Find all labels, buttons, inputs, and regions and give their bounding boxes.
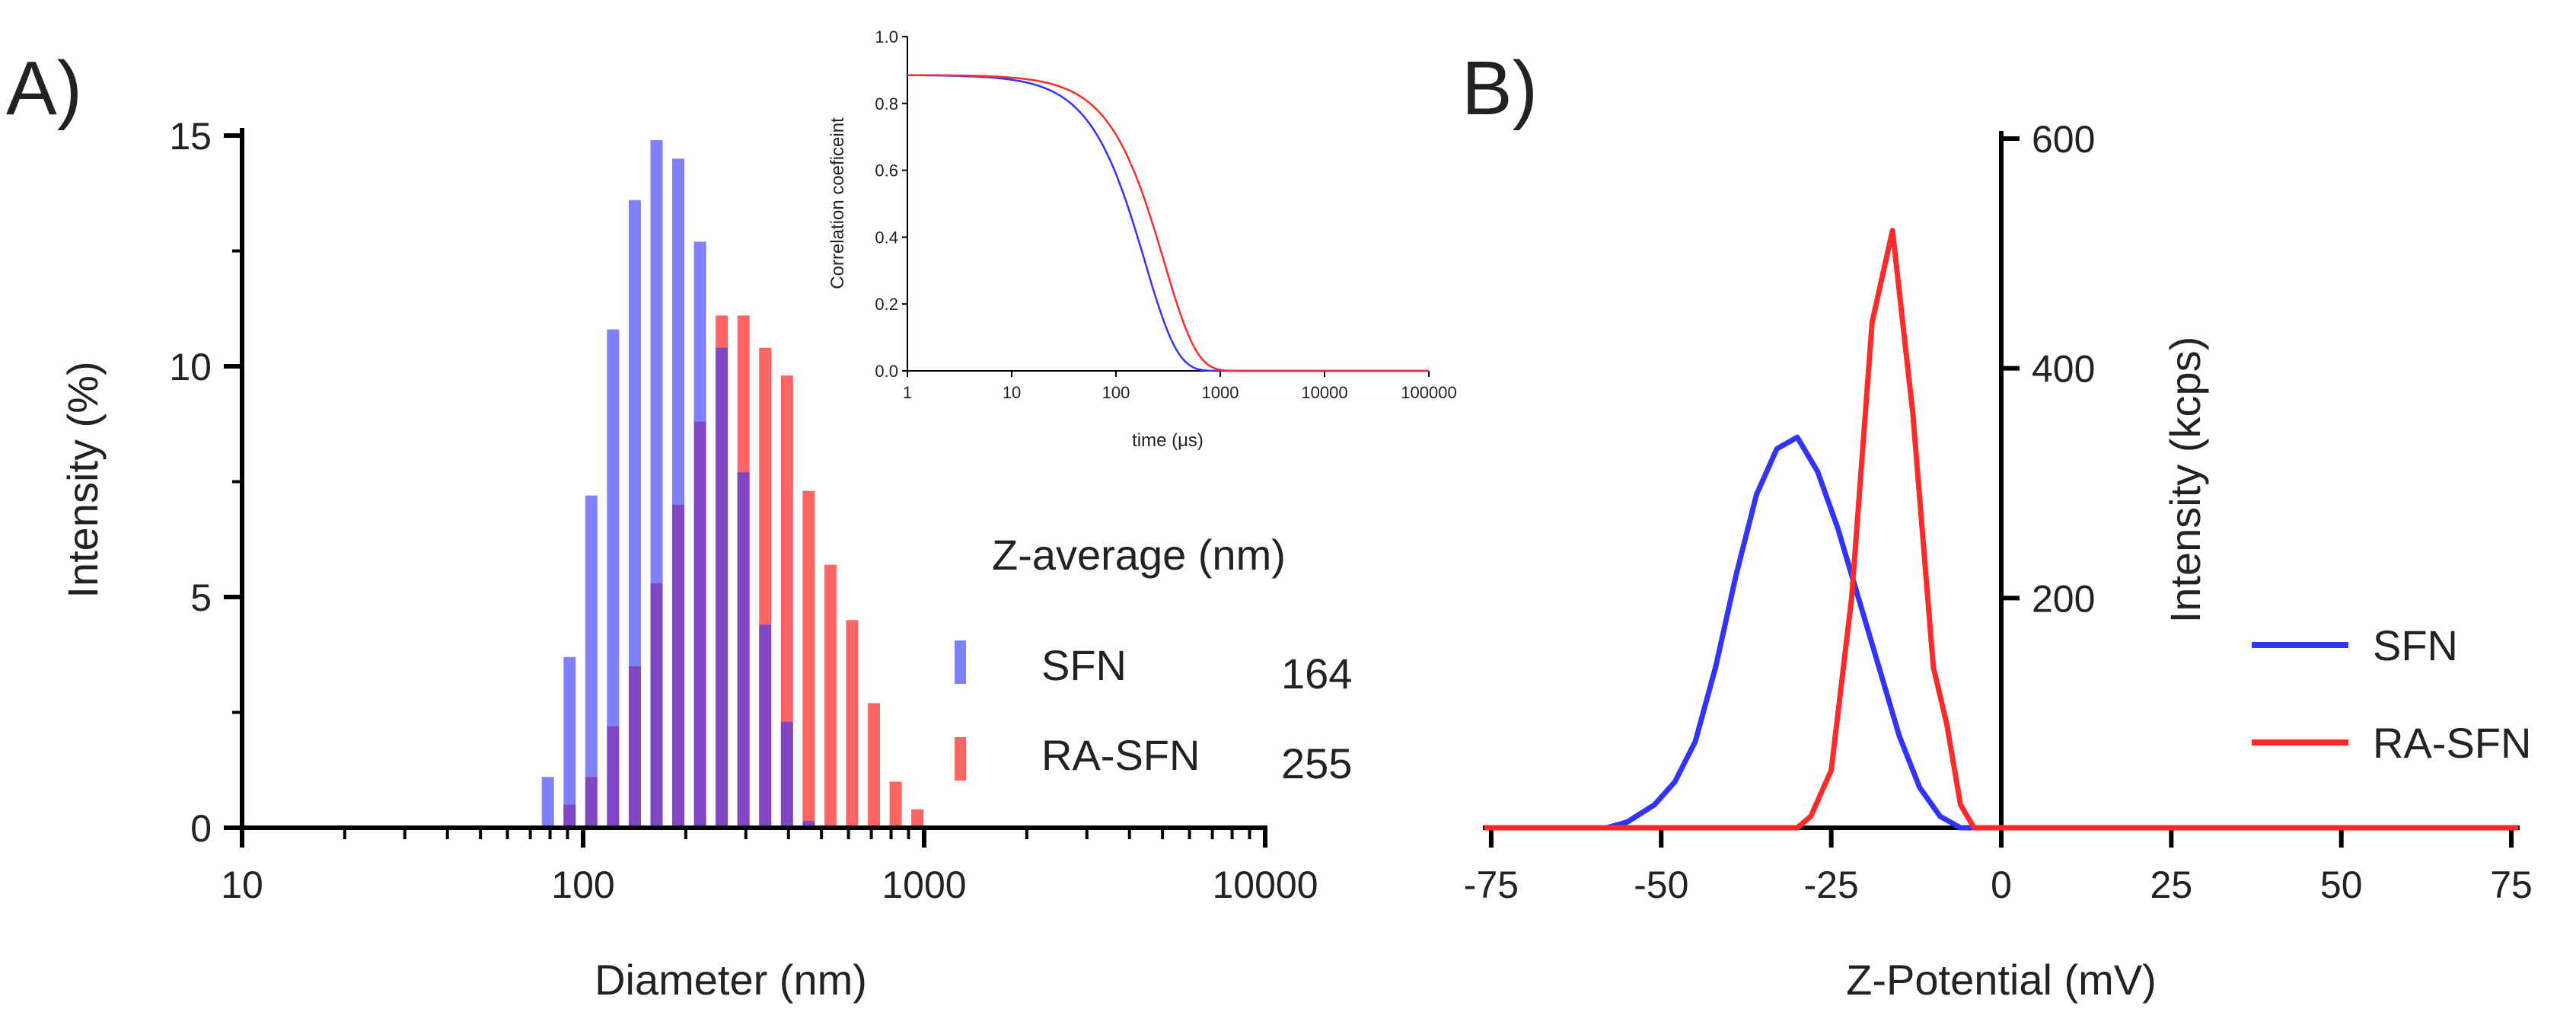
- bar-ra-sfn: [911, 809, 924, 828]
- chart-b-legend-label-sfn: SFN: [2373, 621, 2458, 669]
- inset-y-tick-label: 0.0: [875, 362, 898, 381]
- inset-y-tick-label: 1.0: [875, 27, 898, 46]
- bar-sfn: [737, 472, 750, 828]
- bar-ra-sfn: [824, 564, 837, 828]
- bar-ra-sfn: [846, 620, 859, 828]
- chart-a-x-ticks: 10 100 1000 10000: [221, 828, 1318, 906]
- inset-line-ra-sfn: [907, 74, 1429, 372]
- line-sfn: [1484, 434, 2518, 831]
- inset-x-tick-label: 1: [903, 383, 912, 402]
- chart-a-inset-y-label: Correlation coeficeint: [827, 117, 848, 289]
- bar-sfn: [541, 777, 554, 828]
- x-tick-label: 75: [2490, 864, 2533, 906]
- chart-a-legend-value-sfn: 164: [1281, 650, 1352, 698]
- y-tick-label: 0: [190, 807, 212, 850]
- x-tick-label: -50: [1634, 864, 1688, 906]
- y-tick-label: 200: [2032, 577, 2095, 620]
- chart-b-y-ticks: 200 400 600: [2001, 118, 2095, 830]
- bar-sfn: [802, 820, 815, 828]
- chart-a-x-label: Diameter (nm): [595, 956, 867, 1004]
- bar-sfn: [650, 140, 663, 828]
- chart-b: -75 -50 -25 0 25 50 75 200 400 600 Z-Potential (…: [1464, 118, 2533, 1004]
- chart-a-inset-lines: [907, 74, 1429, 372]
- y-tick-label: 10: [169, 346, 212, 388]
- chart-a-inset-y-ticks: 0.0 0.2 0.4 0.6 0.8 1.0: [875, 27, 907, 381]
- bar-sfn: [585, 495, 598, 828]
- chart-a-inset-x-ticks: 1 10 100 1000 10000 100000: [903, 371, 1457, 402]
- bar-ra-sfn: [868, 703, 881, 828]
- y-tick-label: 400: [2032, 348, 2095, 391]
- chart-a-legend-label-ra-sfn: RA-SFN: [1041, 731, 1200, 779]
- y-tick-label: 15: [169, 115, 212, 158]
- x-tick-label: 50: [2320, 864, 2363, 906]
- bar-ra-sfn: [889, 781, 902, 828]
- inset-y-tick-label: 0.2: [875, 295, 898, 314]
- panel-label-b: B): [1462, 46, 1538, 131]
- chart-a-inset-background: [906, 29, 1431, 372]
- x-tick-label: 10: [221, 864, 263, 906]
- chart-b-legend: SFN RA-SFN: [2252, 621, 2531, 767]
- bar-sfn: [759, 624, 772, 828]
- chart-a-inset: 0.0 0.2 0.4 0.6 0.8 1.0 1 10 100 1000 10000 100000…: [827, 27, 1457, 451]
- bar-sfn: [671, 158, 684, 829]
- x-tick-label: 10000: [1212, 864, 1318, 906]
- chart-a: 0 5 10 15 10 100 1000 10000 Diameter (nm) Inte…: [59, 115, 1352, 1004]
- chart-a-legend-value-ra-sfn: 255: [1281, 739, 1352, 787]
- line-ra-sfn: [1484, 228, 2518, 831]
- inset-y-tick-label: 0.4: [875, 228, 898, 247]
- bar-sfn: [563, 656, 576, 828]
- x-tick-label: 25: [2150, 864, 2193, 906]
- chart-b-x-ticks: -75 -50 -25 0 25 50 75: [1464, 828, 2533, 906]
- chart-a-legend-title: Z-average (nm): [992, 531, 1286, 579]
- chart-a-inset-x-label: time (μs): [1132, 430, 1204, 451]
- x-tick-label: -75: [1464, 864, 1519, 906]
- bar-sfn: [628, 200, 641, 829]
- bar-ra-sfn: [780, 375, 793, 828]
- bar-ra-sfn: [802, 490, 815, 828]
- y-tick-label: 5: [190, 576, 212, 619]
- x-tick-label: 100: [551, 864, 614, 906]
- chart-b-x-label: Z-Potential (mV): [1846, 956, 2157, 1004]
- chart-a-bars: [541, 140, 924, 829]
- y-tick-label: 600: [2032, 118, 2095, 161]
- inset-y-tick-label: 0.6: [875, 161, 898, 180]
- inset-y-tick-label: 0.8: [875, 94, 898, 113]
- inset-x-tick-label: 1000: [1202, 383, 1239, 402]
- chart-b-lines: [1484, 228, 2518, 831]
- bar-sfn: [780, 721, 793, 828]
- x-tick-label: 1000: [882, 864, 966, 906]
- chart-a-legend-swatch-sfn: [955, 640, 966, 684]
- x-tick-label: -25: [1804, 864, 1859, 906]
- chart-a-legend-swatch-ra-sfn: [955, 737, 966, 781]
- inset-x-tick-label: 10000: [1301, 383, 1347, 402]
- bar-sfn: [716, 347, 728, 828]
- chart-b-y-label: Intensity (kcps): [2161, 337, 2209, 624]
- chart-a-y-label: Intensity (%): [59, 361, 107, 598]
- chart-a-y-ticks: 0 5 10 15: [169, 115, 242, 850]
- bar-sfn: [607, 329, 620, 828]
- bar-sfn: [693, 241, 706, 828]
- chart-a-legend: Z-average (nm) SFN 164 RA-SFN 255: [955, 531, 1352, 787]
- inset-x-tick-label: 100000: [1401, 383, 1456, 402]
- chart-a-legend-label-sfn: SFN: [1041, 641, 1127, 689]
- inset-x-tick-label: 100: [1102, 383, 1130, 402]
- chart-b-legend-label-ra-sfn: RA-SFN: [2373, 719, 2531, 767]
- inset-x-tick-label: 10: [1003, 383, 1021, 402]
- x-tick-label: 0: [1991, 864, 2012, 906]
- panel-label-a: A): [6, 46, 82, 131]
